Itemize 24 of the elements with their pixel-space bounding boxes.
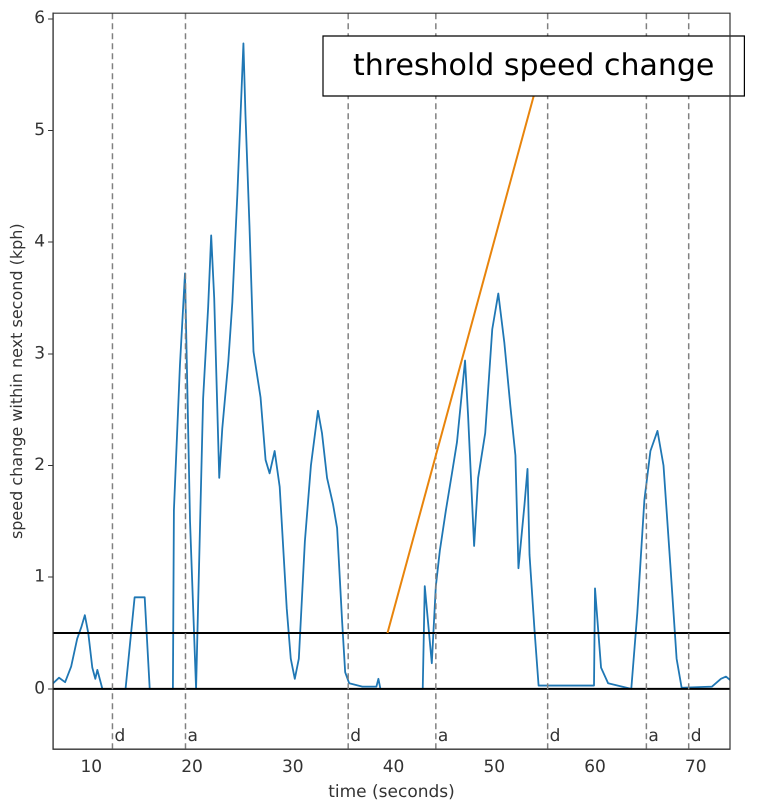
y-tick-label: 3 <box>34 343 46 364</box>
ref-line-label: d <box>550 726 560 746</box>
annotation: threshold speed change <box>352 48 714 83</box>
ref-line-label: a <box>648 726 659 746</box>
y-tick-label: 2 <box>34 454 46 475</box>
x-tick-label: 30 <box>282 756 304 777</box>
x-tick-label: 50 <box>483 756 506 777</box>
x-tick-label: 60 <box>584 756 606 777</box>
ref-line-label: a <box>438 726 448 746</box>
x-tick-label: 20 <box>181 756 203 777</box>
x-tick-label: 70 <box>684 756 707 777</box>
y-tick-label: 4 <box>34 232 46 252</box>
y-tick-label: 1 <box>34 566 46 587</box>
ref-line-label: d <box>350 726 361 746</box>
x-tick-label: 40 <box>382 756 404 777</box>
y-axis-title: speed change within next second (kph) <box>6 223 26 540</box>
ref-line-label: d <box>690 726 702 746</box>
ref-line-label: a <box>187 726 198 746</box>
y-tick-label: 0 <box>34 678 46 698</box>
ref-line-label: d <box>114 726 126 746</box>
y-tick-label: 6 <box>34 8 46 28</box>
x-axis-title: time (seconds) <box>328 782 455 802</box>
x-tick-label: 10 <box>80 756 102 777</box>
y-tick-label: 5 <box>34 120 46 140</box>
